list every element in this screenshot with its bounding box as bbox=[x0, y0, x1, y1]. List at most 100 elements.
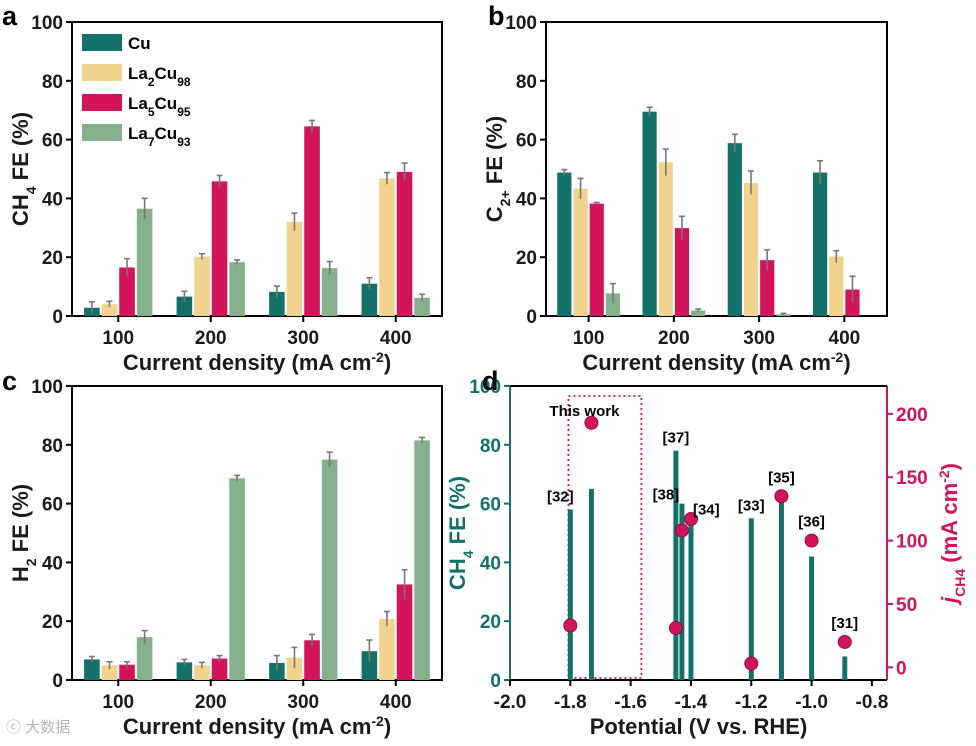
y-right-tick-label: 100 bbox=[896, 532, 928, 553]
bar-Cu-200 bbox=[642, 111, 657, 316]
x-tick-label: 200 bbox=[195, 692, 227, 713]
x-tick-label: 300 bbox=[743, 328, 775, 349]
bar-La5Cu95-400 bbox=[396, 584, 413, 680]
fe-bar-This work bbox=[588, 488, 594, 680]
watermark: ⓒ 大数据 bbox=[6, 716, 70, 737]
panel-letter-c: c bbox=[2, 366, 17, 396]
y-axis-label: CH4 FE (%) bbox=[445, 476, 476, 590]
x-tick-label: 100 bbox=[573, 328, 605, 349]
x-axis-label: Potential (V vs. RHE) bbox=[590, 714, 808, 739]
bar-La2Cu98-200 bbox=[658, 162, 673, 316]
x-tick-label: 400 bbox=[829, 328, 861, 349]
bar-La5Cu95-200 bbox=[211, 658, 228, 680]
legend-swatch-La2Cu98 bbox=[82, 64, 122, 81]
y-tick-label: 100 bbox=[505, 13, 537, 34]
bar-Cu-300 bbox=[269, 662, 285, 680]
j-point-[35] bbox=[774, 489, 789, 504]
fe-bar-[35] bbox=[778, 491, 784, 680]
x-tick-label: 100 bbox=[102, 692, 134, 713]
y-tick-label: 80 bbox=[480, 436, 501, 457]
bar-La7Cu93-300 bbox=[321, 268, 338, 316]
legend-swatch-La7Cu93 bbox=[82, 124, 122, 141]
bar-La5Cu95-400 bbox=[845, 289, 860, 316]
y-tick-label: 100 bbox=[469, 377, 501, 398]
bar-La2Cu98-400 bbox=[379, 618, 395, 680]
x-tick-label: -1.4 bbox=[675, 692, 708, 713]
bar-La2Cu98-300 bbox=[743, 182, 759, 316]
bar-La2Cu98-100 bbox=[573, 188, 588, 316]
x-tick-label: 100 bbox=[102, 328, 134, 349]
x-tick-label: -1.2 bbox=[735, 692, 768, 713]
y-right-tick-label: 50 bbox=[896, 595, 917, 616]
j-point-[31] bbox=[837, 634, 852, 649]
y-tick-label: 0 bbox=[52, 307, 63, 328]
x-tick-label: -1.8 bbox=[554, 692, 587, 713]
bar-La7Cu93-200 bbox=[229, 262, 245, 316]
bar-La2Cu98-100 bbox=[101, 665, 118, 680]
y-tick-label: 100 bbox=[31, 377, 63, 398]
ref-label-[31]: [31] bbox=[831, 615, 858, 632]
legend-label-La2Cu98: La2Cu98 bbox=[128, 64, 191, 89]
this-work-highlight-box bbox=[567, 395, 643, 679]
bar-La5Cu95-100 bbox=[119, 267, 135, 316]
legend-label-La7Cu93: La7Cu93 bbox=[128, 124, 191, 149]
watermark-text: 大数据 bbox=[25, 719, 71, 736]
ref-label-[35]: [35] bbox=[768, 469, 795, 486]
ref-label-[33]: [33] bbox=[738, 497, 765, 514]
bar-La2Cu98-200 bbox=[194, 665, 210, 680]
bar-Cu-100 bbox=[557, 172, 572, 316]
y-tick-label: 20 bbox=[42, 612, 63, 633]
fe-bar-[32] bbox=[567, 509, 573, 680]
x-tick-label: -2.0 bbox=[494, 692, 527, 713]
bar-La7Cu93-100 bbox=[136, 208, 153, 316]
bar-La2Cu98-400 bbox=[829, 256, 844, 316]
x-tick-label: 200 bbox=[195, 328, 227, 349]
y-tick-label: 60 bbox=[42, 131, 63, 152]
j-point-[32] bbox=[563, 618, 578, 633]
ref-label-This work: This work bbox=[549, 403, 620, 420]
y-tick-label: 20 bbox=[480, 612, 501, 633]
ref-label-[34]: [34] bbox=[693, 501, 720, 518]
bar-La5Cu95-300 bbox=[304, 640, 320, 680]
x-tick-label: -1.6 bbox=[614, 692, 647, 713]
fe-bar-[38] bbox=[679, 503, 685, 680]
fe-bar-[31] bbox=[842, 656, 848, 680]
bar-La2Cu98-300 bbox=[286, 657, 303, 680]
y-tick-label: 80 bbox=[42, 436, 63, 457]
panel-d: 0 20 40 60 80 100 0 50 100 150 200 -2.0 -1.8 -1.6 -1.4… bbox=[445, 377, 968, 739]
bar-La2Cu98-300 bbox=[286, 221, 303, 316]
y-tick-label: 40 bbox=[516, 189, 537, 210]
bar-La7Cu93-400 bbox=[414, 297, 430, 316]
x-tick-label: -1.0 bbox=[795, 692, 828, 713]
x-tick-label: 400 bbox=[380, 328, 412, 349]
y-axis-label: H2 FE (%) bbox=[8, 484, 39, 582]
bar-La7Cu93-300 bbox=[321, 459, 338, 680]
y-tick-label: 40 bbox=[42, 189, 63, 210]
bar-La7Cu93-100 bbox=[605, 293, 621, 316]
x-axis-label: Current density (mA cm-2) bbox=[123, 349, 391, 375]
legend: Cu La2Cu98 La5Cu95 La7Cu93 bbox=[82, 34, 191, 149]
y-tick-label: 80 bbox=[42, 72, 63, 93]
bar-La2Cu98-100 bbox=[101, 304, 118, 316]
y-axis-label: CH4 FE (%) bbox=[8, 112, 39, 226]
x-tick-label: 400 bbox=[380, 692, 412, 713]
y-tick-label: 40 bbox=[42, 553, 63, 574]
plot-frame bbox=[71, 385, 443, 681]
y-tick-label: 0 bbox=[52, 671, 63, 692]
bar-Cu-400 bbox=[812, 172, 828, 316]
y-tick-label: 60 bbox=[42, 495, 63, 516]
bar-La5Cu95-200 bbox=[674, 228, 690, 316]
bar-Cu-400 bbox=[361, 651, 378, 680]
y-right-tick-label: 0 bbox=[896, 658, 907, 679]
j-point-[37] bbox=[668, 621, 683, 636]
y-tick-label: 60 bbox=[516, 131, 537, 152]
y-tick-label: 0 bbox=[490, 671, 501, 692]
fe-bar-[37] bbox=[673, 450, 679, 680]
fe-bar-[36] bbox=[809, 556, 815, 680]
y-tick-label: 40 bbox=[480, 553, 501, 574]
bar-Cu-300 bbox=[727, 143, 742, 316]
x-tick-label: 300 bbox=[287, 328, 319, 349]
